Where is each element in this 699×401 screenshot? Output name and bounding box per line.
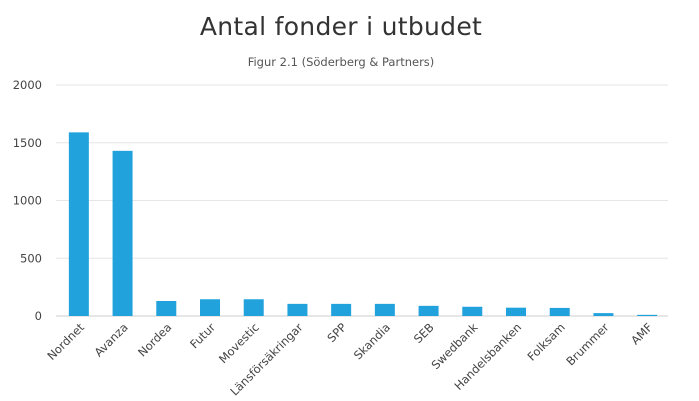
gridlines (56, 84, 668, 317)
y-tick-label: 0 (35, 309, 42, 323)
y-tick-label: 2000 (13, 78, 42, 92)
x-tick-label: Avanza (92, 320, 131, 359)
bar-brummer (593, 313, 614, 316)
x-axis-labels: Nordnet Avanza Nordea FuturMovesticLänsförs… (44, 320, 655, 399)
bar-nordea (156, 300, 177, 316)
bar-swedbank (462, 306, 483, 316)
x-tick-label: SEB (411, 320, 437, 346)
y-tick-label: 500 (20, 251, 42, 265)
bar-länsförsäkringar (287, 303, 308, 316)
bars (68, 132, 658, 316)
y-axis-ticks: 0 500 1000 1500 2000 (13, 78, 42, 323)
bar-handelsbanken (506, 307, 526, 316)
bar-avanza (112, 150, 133, 316)
bar-seb (418, 305, 439, 316)
x-tick-label: SPP (324, 320, 349, 345)
bar-futur (200, 299, 220, 316)
x-tick-label: Nordea (135, 320, 174, 359)
bar-folksam (549, 307, 570, 316)
bar-spp (331, 303, 352, 316)
chart-title: Antal fonder i utbudet (199, 12, 483, 41)
chart-subtitle: Figur 2.1 (Söderberg & Partners) (247, 55, 435, 69)
x-tick-label: Nordnet (44, 320, 87, 363)
x-tick-label: Folksam (524, 320, 567, 363)
bar-movestic (243, 299, 264, 316)
y-tick-label: 1500 (13, 136, 42, 150)
bar-skandia (374, 303, 395, 316)
y-tick-label: 1000 (13, 194, 42, 208)
x-tick-label: Skandia (351, 320, 393, 362)
x-tick-label: Futur (187, 320, 218, 351)
x-tick-label: AMF (628, 320, 655, 347)
x-tick-label: Brummer (563, 320, 611, 368)
bar-nordnet (68, 132, 89, 316)
x-tick-label: Movestic (216, 320, 262, 366)
bar-amf (637, 314, 658, 316)
